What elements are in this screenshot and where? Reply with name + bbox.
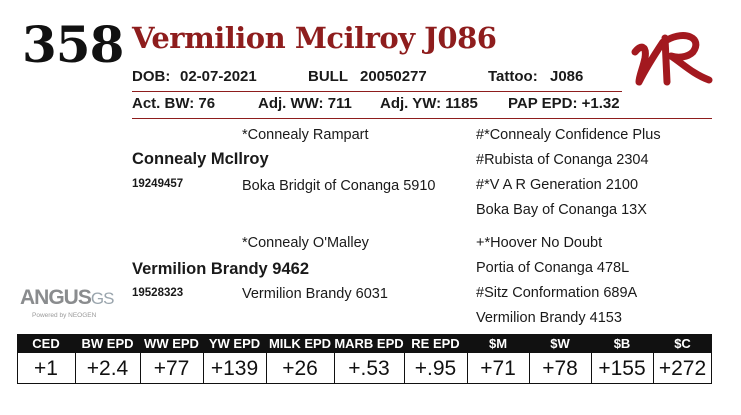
epd-header-bar bbox=[17, 334, 712, 353]
dam-name: Vermilion Brandy 9462 bbox=[132, 260, 309, 278]
sex-label: BULL bbox=[308, 68, 348, 85]
sire-sire-sire: #*Connealy Confidence Plus bbox=[476, 127, 661, 143]
epd-separator bbox=[404, 353, 405, 384]
epd-value-2: +77 bbox=[153, 357, 190, 380]
epd-header-7: $M bbox=[488, 336, 508, 351]
adj-yw: Adj. YW: 1185 bbox=[380, 95, 478, 112]
sire-sire: *Connealy Rampart bbox=[242, 127, 369, 143]
dam-sire: *Connealy O'Malley bbox=[242, 235, 369, 251]
epd-separator bbox=[334, 353, 335, 384]
epd-header-9: $B bbox=[613, 336, 631, 351]
reg-number: 20050277 bbox=[360, 68, 427, 85]
tattoo-value: J086 bbox=[550, 68, 584, 85]
dam-dam-dam: Vermilion Brandy 4153 bbox=[476, 310, 622, 326]
epd-separator bbox=[75, 353, 76, 384]
sire-sire-dam: #Rubista of Conanga 2304 bbox=[476, 152, 649, 168]
divider bbox=[132, 91, 622, 92]
epd-value-8: +78 bbox=[542, 357, 578, 380]
sire-name: Connealy McIlroy bbox=[132, 150, 269, 168]
epd-value-0: +1 bbox=[34, 357, 58, 380]
adj-ww: Adj. WW: 711 bbox=[258, 95, 352, 112]
epd-header-3: YW EPD bbox=[208, 336, 261, 351]
epd-separator bbox=[467, 353, 468, 384]
epd-header-4: MILK EPD bbox=[268, 336, 332, 351]
angus-logo-word: ANGUS bbox=[20, 286, 92, 309]
sire-reg: 19249457 bbox=[132, 178, 184, 190]
angus-gs-logo: ANGUSGS Powered by NEOGEN bbox=[20, 287, 130, 327]
epd-header-0: CED bbox=[32, 336, 60, 351]
vr-brand-logo bbox=[631, 32, 713, 86]
dam-sire-sire: +*Hoover No Doubt bbox=[476, 235, 603, 251]
dob-value: 02-07-2021 bbox=[180, 68, 257, 85]
epd-table: CED +1 BW EPD +2.4 WW EPD +77 YW EPD +139 MILK E… bbox=[17, 334, 712, 384]
epd-separator bbox=[140, 353, 141, 384]
epd-header-5: MARB EPD bbox=[334, 336, 404, 351]
epd-separator bbox=[591, 353, 592, 384]
epd-value-1: +2.4 bbox=[86, 357, 129, 380]
sire-dam: Boka Bridgit of Conanga 5910 bbox=[242, 178, 436, 194]
epd-value-4: +26 bbox=[282, 357, 318, 380]
angus-logo-suffix: GS bbox=[90, 289, 115, 308]
epd-header-10: $C bbox=[674, 336, 691, 351]
epd-values-row bbox=[17, 353, 712, 384]
epd-separator bbox=[653, 353, 654, 384]
divider bbox=[132, 118, 712, 119]
epd-header-2: WW EPD bbox=[144, 336, 199, 351]
animal-name: Vermilion Mcilroy J086 bbox=[132, 21, 497, 55]
epd-value-3: +139 bbox=[210, 357, 259, 380]
epd-header-8: $W bbox=[550, 336, 570, 351]
epd-value-9: +155 bbox=[598, 357, 646, 380]
epd-value-5: +.53 bbox=[348, 357, 390, 380]
lot-number: 358 bbox=[22, 15, 124, 74]
act-bw: Act. BW: 76 bbox=[132, 95, 216, 112]
epd-value-10: +272 bbox=[658, 357, 707, 380]
epd-value-6: +.95 bbox=[414, 357, 457, 380]
epd-separator bbox=[266, 353, 267, 384]
epd-header-6: RE EPD bbox=[411, 336, 460, 351]
dam-sire-dam: Portia of Conanga 478L bbox=[476, 260, 630, 276]
tattoo-label: Tattoo: bbox=[488, 68, 538, 85]
epd-separator bbox=[529, 353, 530, 384]
dob-label: DOB: bbox=[132, 68, 171, 85]
epd-separator bbox=[203, 353, 204, 384]
info-row: DOB: 02-07-2021 BULL 20050277 Tattoo: J0… bbox=[132, 68, 622, 90]
epd-header-1: BW EPD bbox=[81, 336, 134, 351]
sire-dam-dam: Boka Bay of Conanga 13X bbox=[476, 202, 647, 218]
performance-row: Act. BW: 76 Adj. WW: 711 Adj. YW: 1185 P… bbox=[132, 95, 722, 117]
sire-dam-sire: #*V A R Generation 2100 bbox=[476, 177, 639, 193]
angus-logo-tagline: Powered by NEOGEN bbox=[32, 312, 97, 319]
pap-epd: PAP EPD: +1.32 bbox=[508, 95, 620, 112]
dam-dam-sire: #Sitz Conformation 689A bbox=[476, 285, 638, 301]
dam-dam: Vermilion Brandy 6031 bbox=[242, 286, 388, 302]
dam-reg: 19528323 bbox=[132, 287, 184, 299]
epd-value-7: +71 bbox=[480, 357, 516, 380]
